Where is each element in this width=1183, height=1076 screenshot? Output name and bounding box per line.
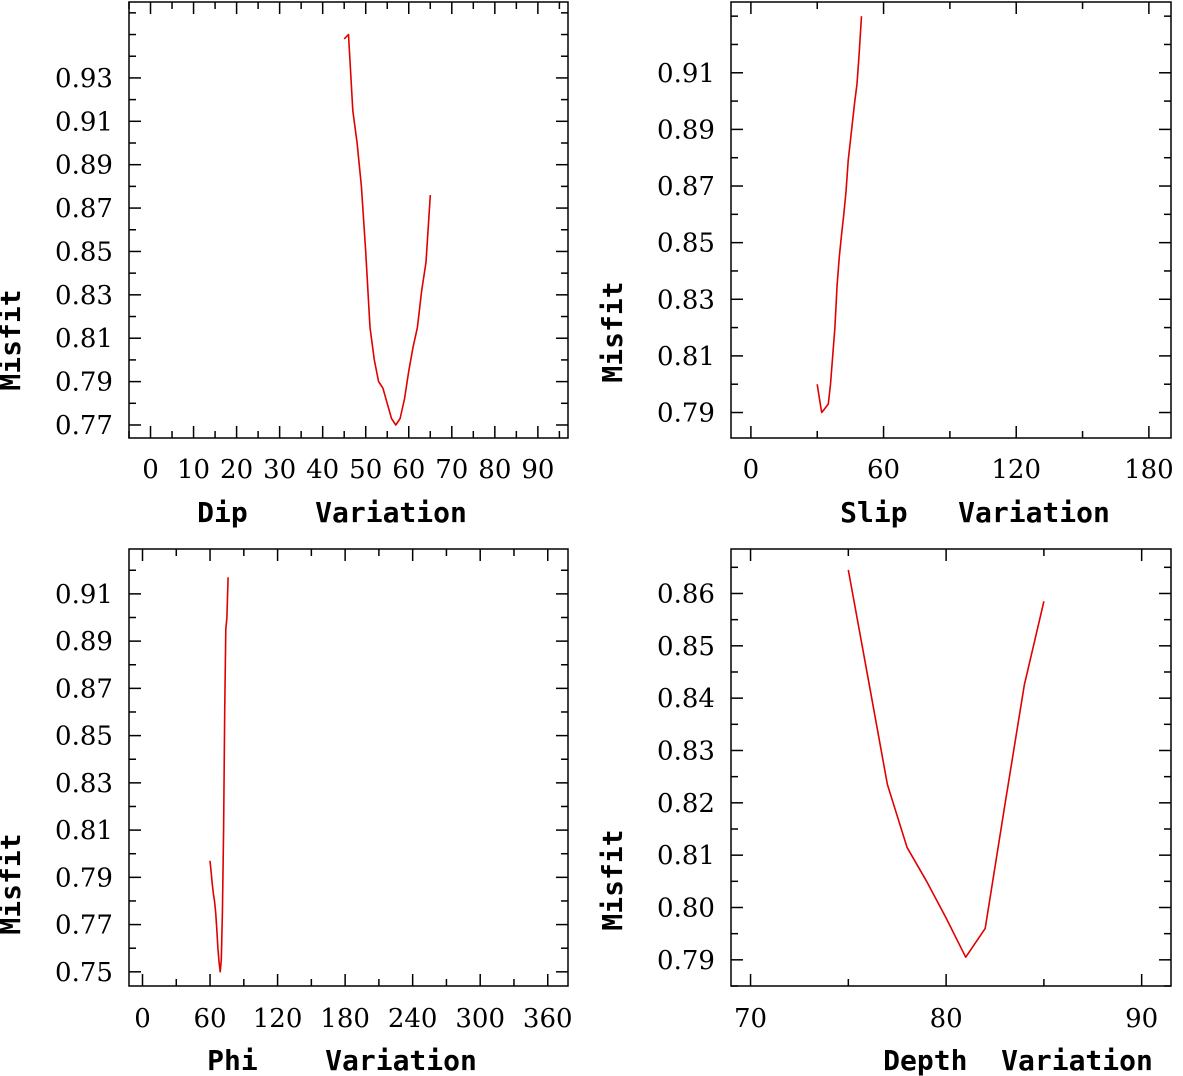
y-tick-label: 0.75 (55, 958, 113, 988)
x-tick-label: 20 (220, 455, 253, 485)
x-tick-label: 30 (263, 455, 296, 485)
y-tick-label: 0.84 (657, 684, 715, 714)
x-tick-label: 240 (388, 1004, 438, 1034)
plot-frame (128, 1, 569, 439)
plot-frame (730, 1, 1172, 439)
y-tick-label: 0.87 (55, 194, 113, 224)
plot-frame (730, 548, 1172, 987)
y-tick-label: 0.91 (55, 580, 113, 610)
x-tick-label: 180 (1124, 455, 1174, 485)
y-tick-label: 0.80 (657, 893, 715, 923)
x-tick-label: 60 (193, 1004, 226, 1034)
y-tick-label: 0.79 (657, 399, 715, 429)
y-axis-title: Misfit (0, 833, 27, 934)
x-tick-label: 60 (392, 455, 425, 485)
x-axis-title: Depth Variation (883, 1044, 1153, 1076)
x-tick-label: 0 (142, 455, 159, 485)
y-axis-title: Misfit (0, 289, 27, 390)
x-tick-label: 120 (991, 455, 1041, 485)
x-tick-label: 300 (455, 1004, 505, 1034)
x-tick-label: 70 (435, 455, 468, 485)
x-tick-label: 10 (177, 455, 210, 485)
y-tick-label: 0.91 (55, 107, 113, 137)
y-tick-label: 0.85 (55, 237, 113, 267)
y-tick-label: 0.81 (657, 841, 715, 871)
misfit-series-line (847, 569, 1045, 959)
y-tick-label: 0.83 (55, 769, 113, 799)
x-tick-label: 90 (1125, 1004, 1158, 1034)
y-tick-label: 0.77 (55, 911, 113, 941)
misfit-series-line (343, 33, 432, 426)
y-tick-label: 0.81 (55, 816, 113, 846)
y-tick-label: 0.77 (55, 411, 113, 441)
x-tick-label: 80 (478, 455, 511, 485)
y-tick-label: 0.81 (55, 324, 113, 354)
y-tick-label: 0.85 (657, 632, 715, 662)
y-tick-label: 0.87 (55, 674, 113, 704)
x-tick-label: 90 (521, 455, 554, 485)
x-axis-title: Phi Variation (207, 1044, 477, 1076)
x-tick-label: 360 (523, 1004, 573, 1034)
y-tick-label: 0.93 (55, 64, 113, 94)
y-tick-label: 0.82 (657, 789, 715, 819)
y-tick-label: 0.85 (657, 229, 715, 259)
y-tick-label: 0.86 (657, 579, 715, 609)
y-tick-label: 0.91 (657, 59, 715, 89)
dip-variation-panel: 0 10 20 30 40 50 60 70 80 90 0.77 0.79 0.81 0.83 0.85 0… (0, 1, 569, 529)
y-tick-label: 0.89 (55, 151, 113, 181)
x-tick-label: 180 (320, 1004, 370, 1034)
misfit-series-line (816, 16, 863, 414)
y-tick-label: 0.79 (55, 368, 113, 398)
y-tick-label: 0.89 (55, 627, 113, 657)
x-axis-title: Dip Variation (197, 496, 467, 529)
depth-variation-panel: 70 80 90 0.79 0.80 0.81 0.82 0.83 0.84 0.85 0.86 De… (596, 548, 1172, 1076)
y-tick-label: 0.87 (657, 172, 715, 202)
y-tick-label: 0.83 (55, 281, 113, 311)
x-tick-label: 120 (253, 1004, 303, 1034)
plot-frame (128, 548, 569, 987)
y-tick-label: 0.83 (657, 285, 715, 315)
x-tick-label: 40 (306, 455, 339, 485)
misfit-series-line (209, 577, 229, 973)
y-tick-label: 0.89 (657, 115, 715, 145)
x-axis-title: Slip Variation (840, 496, 1110, 529)
y-tick-label: 0.83 (657, 736, 715, 766)
x-tick-label: 50 (349, 455, 382, 485)
x-tick-label: 80 (930, 1004, 963, 1034)
slip-variation-panel: 0 60 120 180 0.79 0.81 0.83 0.85 0.87 0.89 0.91 Sli… (596, 1, 1174, 529)
y-tick-label: 0.81 (657, 342, 715, 372)
y-tick-label: 0.79 (657, 946, 715, 976)
x-tick-label: 0 (743, 455, 760, 485)
y-axis-title: Misfit (596, 829, 629, 930)
y-axis-title: Misfit (596, 281, 629, 382)
x-tick-label: 0 (134, 1004, 151, 1034)
y-tick-label: 0.85 (55, 722, 113, 752)
x-tick-label: 60 (867, 455, 900, 485)
phi-variation-panel: 0 60 120 180 240 300 360 0.75 0.77 0.79 0.81 0.83 0.… (0, 548, 573, 1076)
x-tick-label: 70 (734, 1004, 767, 1034)
y-tick-label: 0.79 (55, 863, 113, 893)
